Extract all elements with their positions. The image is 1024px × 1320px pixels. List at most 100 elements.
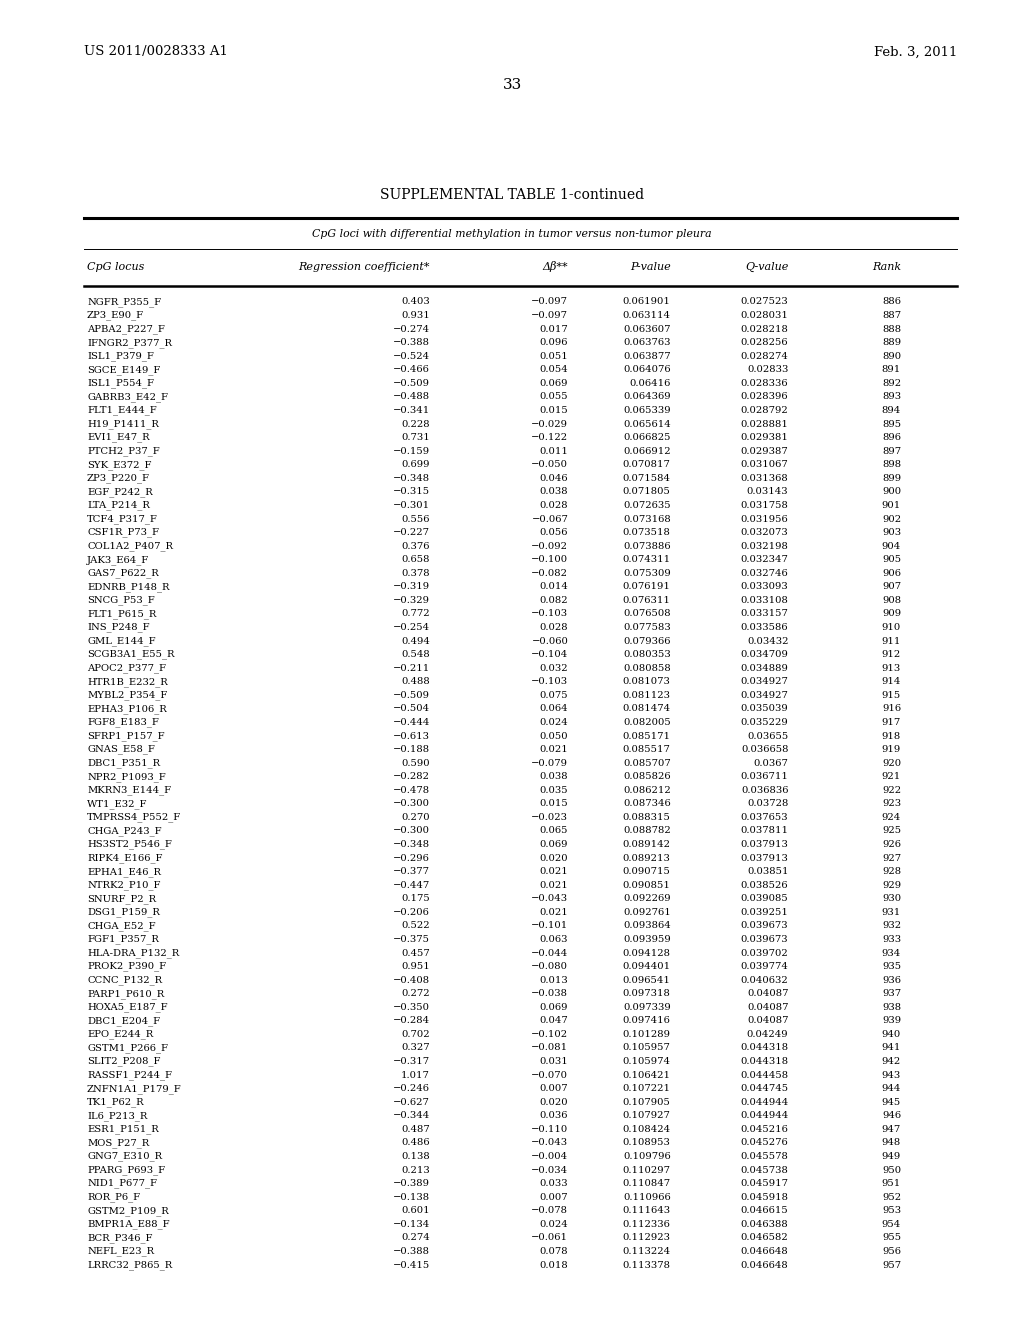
Text: GNG7_E310_R: GNG7_E310_R [87,1151,162,1162]
Text: 0.486: 0.486 [401,1138,430,1147]
Text: ISL1_P554_F: ISL1_P554_F [87,379,154,388]
Text: 0.065339: 0.065339 [623,407,671,414]
Text: 893: 893 [882,392,901,401]
Text: 938: 938 [882,1003,901,1012]
Text: 0.036658: 0.036658 [741,744,788,754]
Text: 0.080353: 0.080353 [623,651,671,659]
Text: P-value: P-value [630,261,671,272]
Text: Regression coefficient*: Regression coefficient* [299,261,430,272]
Text: −0.344: −0.344 [393,1111,430,1121]
Text: 0.028336: 0.028336 [740,379,788,388]
Text: 0.040632: 0.040632 [740,975,788,985]
Text: 911: 911 [882,636,901,645]
Text: −0.375: −0.375 [393,935,430,944]
Text: −0.447: −0.447 [393,880,430,890]
Text: 0.037913: 0.037913 [740,840,788,849]
Text: 0.018: 0.018 [540,1261,568,1270]
Text: Feb. 3, 2011: Feb. 3, 2011 [874,45,957,58]
Text: 0.069: 0.069 [540,379,568,388]
Text: 927: 927 [882,854,901,862]
Text: 0.092269: 0.092269 [623,894,671,903]
Text: −0.122: −0.122 [531,433,568,442]
Text: 0.024: 0.024 [540,718,568,727]
Text: −0.444: −0.444 [393,718,430,727]
Text: 0.085826: 0.085826 [623,772,671,781]
Text: 0.032: 0.032 [540,664,568,673]
Text: 0.044745: 0.044745 [740,1084,788,1093]
Text: 0.039085: 0.039085 [740,894,788,903]
Text: −0.341: −0.341 [393,407,430,414]
Text: TMPRSS4_P552_F: TMPRSS4_P552_F [87,813,181,822]
Text: 0.077583: 0.077583 [623,623,671,632]
Text: 0.045276: 0.045276 [740,1138,788,1147]
Text: 0.106421: 0.106421 [623,1071,671,1080]
Text: −0.408: −0.408 [393,975,430,985]
Text: 0.702: 0.702 [401,1030,430,1039]
Text: −0.082: −0.082 [531,569,568,578]
Text: SCGB3A1_E55_R: SCGB3A1_E55_R [87,649,174,660]
Text: 943: 943 [882,1071,901,1080]
Text: 945: 945 [882,1098,901,1106]
Text: 0.015: 0.015 [540,800,568,808]
Text: 0.094401: 0.094401 [623,962,671,972]
Text: 913: 913 [882,664,901,673]
Text: MKRN3_E144_F: MKRN3_E144_F [87,785,171,795]
Text: CHGA_E52_F: CHGA_E52_F [87,921,156,931]
Text: 0.105974: 0.105974 [623,1057,671,1067]
Text: −0.227: −0.227 [393,528,430,537]
Text: −0.627: −0.627 [393,1098,430,1106]
Text: HLA-DRA_P132_R: HLA-DRA_P132_R [87,948,179,958]
Text: 0.04087: 0.04087 [746,989,788,998]
Text: H19_P1411_R: H19_P1411_R [87,420,159,429]
Text: −0.301: −0.301 [393,502,430,510]
Text: BCR_P346_F: BCR_P346_F [87,1233,153,1242]
Text: 0.064076: 0.064076 [623,366,671,375]
Text: 0.028: 0.028 [540,502,568,510]
Text: 897: 897 [882,446,901,455]
Text: SUPPLEMENTAL TABLE 1-continued: SUPPLEMENTAL TABLE 1-continued [380,187,644,202]
Text: −0.043: −0.043 [531,1138,568,1147]
Text: 940: 940 [882,1030,901,1039]
Text: 937: 937 [882,989,901,998]
Text: 0.031: 0.031 [540,1057,568,1067]
Text: 948: 948 [882,1138,901,1147]
Text: 0.378: 0.378 [401,569,430,578]
Text: 0.033108: 0.033108 [740,595,788,605]
Text: 953: 953 [882,1206,901,1216]
Text: 0.228: 0.228 [401,420,430,429]
Text: 0.556: 0.556 [401,515,430,524]
Text: 0.028274: 0.028274 [740,351,788,360]
Text: 0.036836: 0.036836 [741,785,788,795]
Text: 0.076311: 0.076311 [623,595,671,605]
Text: −0.070: −0.070 [531,1071,568,1080]
Text: CSF1R_P73_F: CSF1R_P73_F [87,528,159,537]
Text: −0.504: −0.504 [393,705,430,713]
Text: 0.138: 0.138 [401,1152,430,1162]
Text: Δβ**: Δβ** [543,261,568,272]
Text: 0.097339: 0.097339 [623,1003,671,1012]
Text: 0.054: 0.054 [540,366,568,375]
Text: GSTM1_P266_F: GSTM1_P266_F [87,1043,168,1053]
Text: −0.104: −0.104 [531,651,568,659]
Text: 0.066825: 0.066825 [624,433,671,442]
Text: 0.274: 0.274 [401,1233,430,1242]
Text: 0.032198: 0.032198 [740,541,788,550]
Text: DSG1_P159_R: DSG1_P159_R [87,908,160,917]
Text: Q-value: Q-value [745,261,788,272]
Text: 895: 895 [882,420,901,429]
Text: TK1_P62_R: TK1_P62_R [87,1097,144,1107]
Text: CHGA_P243_F: CHGA_P243_F [87,826,162,836]
Text: −0.102: −0.102 [531,1030,568,1039]
Text: 0.028396: 0.028396 [740,392,788,401]
Text: −0.060: −0.060 [531,636,568,645]
Text: 0.03432: 0.03432 [746,636,788,645]
Text: GAS7_P622_R: GAS7_P622_R [87,569,159,578]
Text: 886: 886 [882,297,901,306]
Text: −0.044: −0.044 [531,949,568,957]
Text: 0.085707: 0.085707 [623,759,671,768]
Text: 0.076508: 0.076508 [623,610,671,619]
Text: SYK_E372_F: SYK_E372_F [87,459,152,470]
Text: 0.070817: 0.070817 [623,461,671,470]
Text: 890: 890 [882,351,901,360]
Text: ZP3_E90_F: ZP3_E90_F [87,310,144,321]
